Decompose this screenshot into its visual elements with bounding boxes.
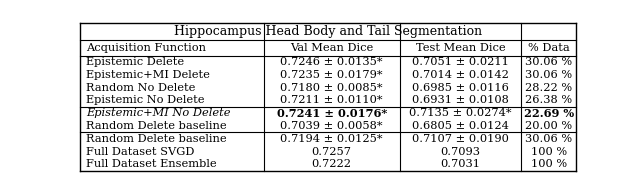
Text: 30.06 %: 30.06 % [525, 70, 572, 80]
Text: 0.7222: 0.7222 [312, 160, 352, 170]
Text: Random Delete baseline: Random Delete baseline [86, 134, 227, 144]
Text: Epistemic No Delete: Epistemic No Delete [86, 95, 204, 105]
Text: 0.6805 ± 0.0124: 0.6805 ± 0.0124 [412, 121, 509, 131]
Text: 0.7246 ± 0.0135*: 0.7246 ± 0.0135* [280, 57, 383, 67]
Text: Test Mean Dice: Test Mean Dice [416, 43, 506, 53]
Text: 0.7135 ± 0.0274*: 0.7135 ± 0.0274* [410, 108, 512, 118]
Text: 0.7039 ± 0.0058*: 0.7039 ± 0.0058* [280, 121, 383, 131]
Text: 0.7031: 0.7031 [441, 160, 481, 170]
Text: 26.38 %: 26.38 % [525, 95, 572, 105]
Text: 0.6931 ± 0.0108: 0.6931 ± 0.0108 [412, 95, 509, 105]
Text: Val Mean Dice: Val Mean Dice [290, 43, 373, 53]
Text: Acquisition Function: Acquisition Function [86, 43, 206, 53]
Text: 0.7180 ± 0.0085*: 0.7180 ± 0.0085* [280, 83, 383, 93]
Text: 0.7014 ± 0.0142: 0.7014 ± 0.0142 [412, 70, 509, 80]
Text: 28.22 %: 28.22 % [525, 83, 572, 93]
Text: 0.7051 ± 0.0211: 0.7051 ± 0.0211 [412, 57, 509, 67]
Text: Random No Delete: Random No Delete [86, 83, 195, 93]
Text: 0.7107 ± 0.0190: 0.7107 ± 0.0190 [412, 134, 509, 144]
Text: Epistemic Delete: Epistemic Delete [86, 57, 184, 67]
Text: 100 %: 100 % [531, 160, 567, 170]
Text: Random Delete baseline: Random Delete baseline [86, 121, 227, 131]
Text: 0.7211 ± 0.0110*: 0.7211 ± 0.0110* [280, 95, 383, 105]
Text: 30.06 %: 30.06 % [525, 134, 572, 144]
Text: % Data: % Data [528, 43, 570, 53]
Text: 0.7093: 0.7093 [441, 147, 481, 157]
Text: 0.7194 ± 0.0125*: 0.7194 ± 0.0125* [280, 134, 383, 144]
Text: Epistemic+MI Delete: Epistemic+MI Delete [86, 70, 210, 80]
Text: 30.06 %: 30.06 % [525, 57, 572, 67]
Text: Hippocampus Head Body and Tail Segmentation: Hippocampus Head Body and Tail Segmentat… [174, 25, 482, 38]
Text: 0.6985 ± 0.0116: 0.6985 ± 0.0116 [412, 83, 509, 93]
Text: Full Dataset SVGD: Full Dataset SVGD [86, 147, 195, 157]
Text: 22.69 %: 22.69 % [524, 108, 574, 119]
Text: Epistemic+MI No Delete: Epistemic+MI No Delete [86, 108, 230, 118]
Text: 0.7257: 0.7257 [312, 147, 352, 157]
Text: 100 %: 100 % [531, 147, 567, 157]
Text: Full Dataset Ensemble: Full Dataset Ensemble [86, 160, 216, 170]
Text: 0.7235 ± 0.0179*: 0.7235 ± 0.0179* [280, 70, 383, 80]
Text: 20.00 %: 20.00 % [525, 121, 572, 131]
Text: 0.7241 ± 0.0176*: 0.7241 ± 0.0176* [276, 108, 387, 119]
